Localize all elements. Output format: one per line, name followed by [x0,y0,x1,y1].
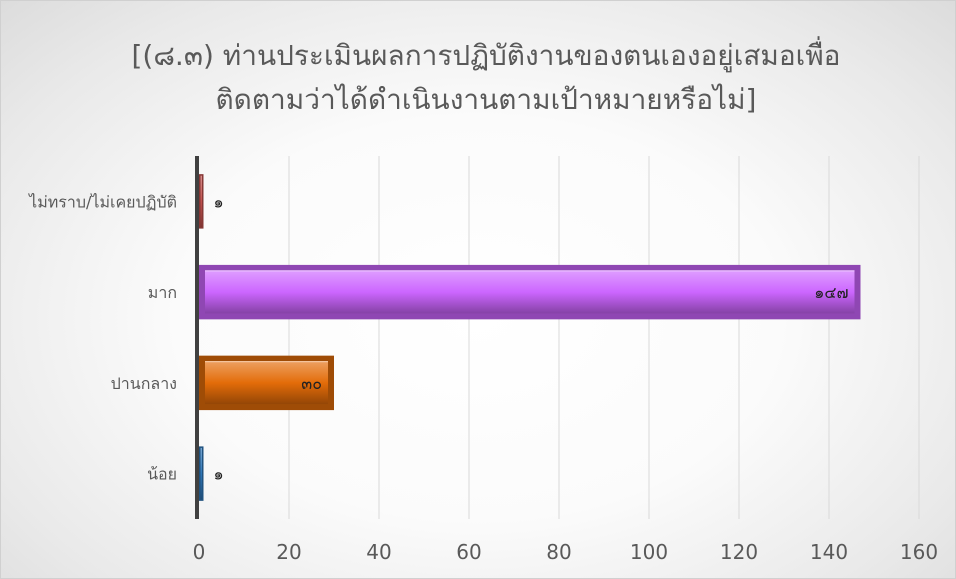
bar-0 [199,446,204,501]
labels: 0 20 40 60 80 100 120 140 160๑น้อย๓๐ปานกลาง๑๔๗มา… [27,192,938,564]
category-label-1: ปานกลาง [111,374,177,393]
data-label-0: ๑ [214,465,224,484]
data-label-1: ๓๐ [301,374,322,393]
x-tick-label-60: 60 [456,540,481,564]
x-tick-label-20: 20 [276,540,301,564]
bar-face-3 [200,175,202,228]
chart-title-line-1: [(๘.๓) ท่านประเมินผลการปฏิบัติงานของตนเอ… [131,36,840,73]
bar-face-0 [200,447,202,500]
x-tick-label-80: 80 [546,540,571,564]
bar-face-2 [205,270,855,314]
bar-2 [199,264,861,320]
x-tick-label-0: 0 [193,540,206,564]
bar-1 [199,355,334,411]
x-tick-label-120: 120 [720,540,758,564]
category-label-3: ไม่ทราบ/ไม่เคยปฏิบัติ [27,192,177,211]
data-label-3: ๑ [214,192,224,211]
x-tick-label-100: 100 [630,540,668,564]
x-tick-label-140: 140 [810,540,848,564]
data-label-2: ๑๔๗ [814,283,848,302]
bar-face-1 [205,361,328,405]
category-label-2: มาก [148,283,177,302]
category-label-0: น้อย [147,465,177,484]
chart-title-line-2: ติดตามว่าได้ดำเนินงานตามเป้าหมายหรือไม่] [216,83,757,116]
bars [199,174,861,501]
x-tick-label-40: 40 [366,540,391,564]
gridlines [288,156,920,519]
x-tick-label-160: 160 [900,540,938,564]
bar-3 [199,174,204,229]
